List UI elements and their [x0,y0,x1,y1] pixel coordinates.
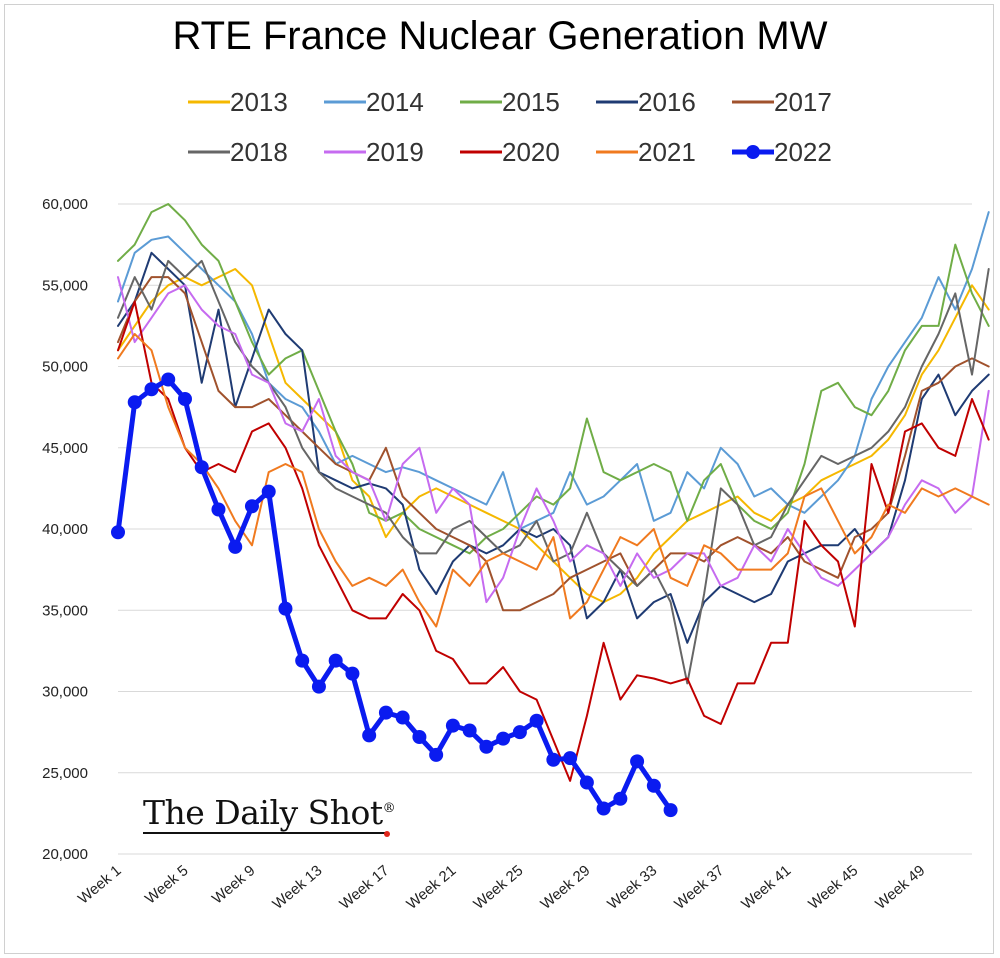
chart-title: RTE France Nuclear Generation MW [172,14,828,58]
series-point-2022 [613,791,628,806]
series-line-2018 [117,259,990,685]
series-point-2022 [194,460,209,475]
series-point-2022 [596,801,611,816]
series-point-2022 [244,499,259,514]
series-lines [111,203,990,818]
series-point-2022 [395,710,410,725]
brand-underline [143,832,388,834]
series-point-2022 [445,718,460,733]
x-tick-label: Week 41 [738,862,794,913]
series-point-2022 [177,392,192,406]
y-tick-label: 55,000 [42,277,88,294]
x-axis-ticks: Week 1 Week 5 Week 9 Week 13 Week 17 Week 21 W… [75,862,928,913]
legend-label-2020: 2020 [502,137,560,167]
legend-label-2018: 2018 [230,137,288,167]
x-tick-label: Week 13 [269,862,325,913]
legend-label-2017: 2017 [774,87,832,117]
series-point-2022 [144,382,159,397]
series-point-2022 [211,502,226,517]
x-tick-label: Week 5 [142,862,192,908]
x-tick-label: Week 29 [537,862,593,913]
y-tick-label: 30,000 [42,684,88,701]
series-point-2022 [278,601,293,616]
y-tick-label: 20,000 [42,846,88,863]
series-point-2022 [111,525,125,540]
legend-marker-2022 [746,145,760,159]
chart-frame [4,4,994,954]
series-line-2017 [117,276,990,612]
series-point-2022 [630,754,645,769]
legend-label-2022: 2022 [774,137,832,167]
x-tick-label: Week 37 [671,862,727,913]
series-point-2022 [311,679,326,694]
legend-label-2014: 2014 [366,87,424,117]
series-point-2022 [563,751,578,766]
y-tick-label: 40,000 [42,521,88,538]
series-line-2022 [115,377,674,813]
series-line-2014 [117,211,990,530]
y-tick-label: 45,000 [42,440,88,457]
series-line-2015 [117,203,990,555]
x-tick-label: Week 9 [209,862,259,908]
legend-label-2015: 2015 [502,87,560,117]
series-point-2022 [328,653,343,668]
series-point-2022 [479,739,494,754]
gridlines [118,203,972,855]
brand-logo: The Daily Shot® [143,793,396,832]
series-point-2022 [295,653,310,668]
series-point-2022 [161,372,176,387]
series-point-2022 [646,778,661,793]
legend: 2013 2014 2015 2016 2017 2018 2019 2020 2021 2022 [188,87,832,167]
series-point-2022 [412,730,427,744]
legend-label-2013: 2013 [230,87,288,117]
y-axis-ticks: 20,000 25,000 30,000 35,000 40,000 45,000 50,0… [42,196,88,863]
x-tick-label: Week 33 [604,862,660,913]
series-point-2022 [228,539,243,554]
series-point-2022 [378,705,393,720]
series-point-2022 [579,775,594,790]
legend-label-2021: 2021 [638,137,696,167]
x-tick-label: Week 17 [336,862,392,913]
y-tick-label: 25,000 [42,765,88,782]
series-point-2022 [462,723,477,738]
legend-label-2019: 2019 [366,137,424,167]
series-line-2021 [117,333,990,628]
series-point-2022 [362,728,377,743]
series-line-2016 [117,251,990,644]
series-point-2022 [496,731,511,746]
y-tick-label: 60,000 [42,196,88,213]
series-line-2013 [117,268,990,604]
y-tick-label: 35,000 [42,602,88,619]
series-line-2020 [117,300,990,782]
legend-label-2016: 2016 [638,87,696,117]
x-tick-label: Week 45 [805,862,861,913]
series-point-2022 [529,713,544,728]
series-point-2022 [429,747,444,762]
series-point-2022 [261,484,276,499]
y-tick-label: 50,000 [42,359,88,376]
series-point-2022 [663,803,678,818]
x-tick-label: Week 21 [403,862,459,913]
series-point-2022 [546,752,561,767]
series-point-2022 [127,395,142,410]
brand-dot [384,831,390,837]
x-tick-label: Week 25 [470,862,526,913]
series-point-2022 [512,725,527,740]
x-tick-label: Week 1 [75,862,125,908]
series-point-2022 [345,666,360,681]
x-tick-label: Week 49 [872,862,928,913]
